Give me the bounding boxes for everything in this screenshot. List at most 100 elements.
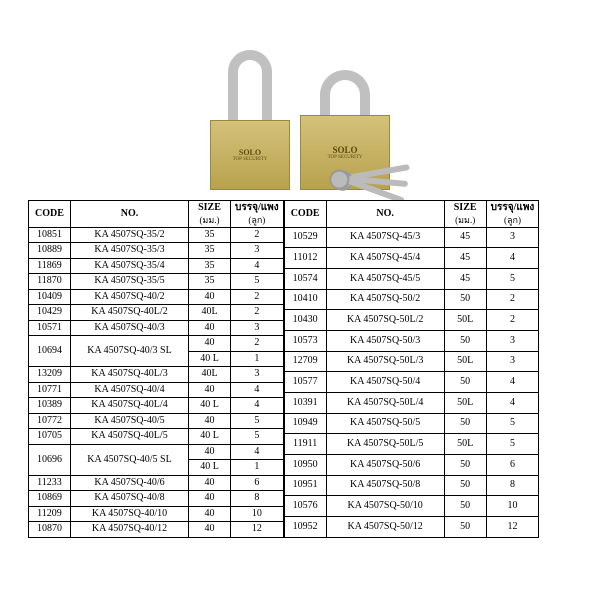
- cell-code: 11869: [29, 258, 71, 274]
- cell-no: KA 4507SQ-50L/5: [326, 434, 444, 455]
- cell-pack: 2: [231, 336, 284, 352]
- cell-code: 10571: [29, 320, 71, 336]
- cell-size: 40 L: [189, 351, 231, 367]
- cell-code: 10951: [284, 475, 326, 496]
- cell-no: KA 4507SQ-50/3: [326, 331, 444, 352]
- cell-no: KA 4507SQ-40/8: [71, 491, 189, 507]
- table-row: 11911KA 4507SQ-50L/550L5: [284, 434, 539, 455]
- cell-size: 40: [189, 522, 231, 538]
- cell-no: KA 4507SQ-35/5: [71, 274, 189, 290]
- cell-size: 40: [189, 444, 231, 460]
- col-no: NO.: [71, 201, 189, 228]
- cell-no: KA 4507SQ-50L/2: [326, 310, 444, 331]
- cell-no: KA 4507SQ-50/8: [326, 475, 444, 496]
- brand-label: SOLO: [239, 148, 261, 157]
- cell-code: 10705: [29, 429, 71, 445]
- cell-size: 45: [444, 248, 486, 269]
- cell-pack: 1: [231, 351, 284, 367]
- cell-pack: 2: [231, 227, 284, 243]
- table-row: 10952KA 4507SQ-50/125012: [284, 516, 539, 537]
- cell-code: 11209: [29, 506, 71, 522]
- table-row: 10771KA 4507SQ-40/4404: [29, 382, 284, 398]
- cell-code: 10851: [29, 227, 71, 243]
- spec-tables: CODE NO. SIZE (มม.) บรรจุ/แพง (ลูก) 1085…: [28, 200, 572, 538]
- cell-no: KA 4507SQ-50/10: [326, 496, 444, 517]
- cell-size: 40 L: [189, 429, 231, 445]
- cell-code: 10949: [284, 413, 326, 434]
- cell-code: 10952: [284, 516, 326, 537]
- cell-size: 50: [444, 331, 486, 352]
- table-row: 10410KA 4507SQ-50/2502: [284, 289, 539, 310]
- cell-size: 50: [444, 516, 486, 537]
- table-row: 10772KA 4507SQ-40/5405: [29, 413, 284, 429]
- table-row: 10889KA 4507SQ-35/3353: [29, 243, 284, 259]
- col-pack-unit: (ลูก): [491, 215, 535, 226]
- table-row: 10577KA 4507SQ-50/4504: [284, 372, 539, 393]
- cell-size: 50: [444, 413, 486, 434]
- cell-size: 40: [189, 475, 231, 491]
- cell-no: KA 4507SQ-50/12: [326, 516, 444, 537]
- cell-size: 50L: [444, 351, 486, 372]
- cell-size: 50: [444, 475, 486, 496]
- cell-no: KA 4507SQ-50/6: [326, 454, 444, 475]
- cell-code: 10429: [29, 305, 71, 321]
- padlock-tall: SOLO TOP SECURITY: [210, 50, 290, 190]
- cell-size: 40: [189, 289, 231, 305]
- table-row: 11012KA 4507SQ-45/4454: [284, 248, 539, 269]
- cell-size: 50: [444, 289, 486, 310]
- col-pack: บรรจุ/แพง (ลูก): [486, 201, 539, 228]
- cell-pack: 8: [486, 475, 539, 496]
- cell-no: KA 4507SQ-45/4: [326, 248, 444, 269]
- cell-pack: 2: [486, 289, 539, 310]
- cell-no: KA 4507SQ-40/3 SL: [71, 336, 189, 367]
- table-row: 10950KA 4507SQ-50/6506: [284, 454, 539, 475]
- cell-code: 10694: [29, 336, 71, 367]
- cell-code: 10577: [284, 372, 326, 393]
- cell-no: KA 4507SQ-40/6: [71, 475, 189, 491]
- cell-pack: 4: [231, 444, 284, 460]
- cell-pack: 6: [231, 475, 284, 491]
- cell-pack: 4: [231, 382, 284, 398]
- table-row: 11209KA 4507SQ-40/104010: [29, 506, 284, 522]
- col-size-unit: (มม.): [193, 215, 226, 226]
- table-row: 10409KA 4507SQ-40/2402: [29, 289, 284, 305]
- table-row: 10869KA 4507SQ-40/8408: [29, 491, 284, 507]
- cell-code: 10772: [29, 413, 71, 429]
- cell-size: 50L: [444, 393, 486, 414]
- cell-pack: 5: [486, 413, 539, 434]
- cell-size: 40L: [189, 305, 231, 321]
- cell-no: KA 4507SQ-50/4: [326, 372, 444, 393]
- col-size-label: SIZE: [449, 202, 482, 215]
- cell-size: 35: [189, 227, 231, 243]
- page: SOLO TOP SECURITY SOLO TOP SECURITY CODE…: [0, 0, 600, 600]
- cell-no: KA 4507SQ-45/5: [326, 269, 444, 290]
- padlock-short: SOLO TOP SECURITY: [300, 70, 390, 190]
- table-row: 13209KA 4507SQ-40L/340L3: [29, 367, 284, 383]
- cell-no: KA 4507SQ-50/5: [326, 413, 444, 434]
- table-header: CODE NO. SIZE (มม.) บรรจุ/แพง (ลูก): [29, 201, 284, 228]
- table-row: 10429KA 4507SQ-40L/240L2: [29, 305, 284, 321]
- cell-code: 12709: [284, 351, 326, 372]
- cell-no: KA 4507SQ-40/5: [71, 413, 189, 429]
- col-pack: บรรจุ/แพง (ลูก): [231, 201, 284, 228]
- col-no: NO.: [326, 201, 444, 228]
- cell-code: 10573: [284, 331, 326, 352]
- cell-code: 11233: [29, 475, 71, 491]
- cell-size: 40: [189, 491, 231, 507]
- cell-no: KA 4507SQ-40/5 SL: [71, 444, 189, 475]
- col-code: CODE: [284, 201, 326, 228]
- table-row: 10571KA 4507SQ-40/3403: [29, 320, 284, 336]
- cell-code: 11870: [29, 274, 71, 290]
- cell-size: 35: [189, 274, 231, 290]
- table-row: 10951KA 4507SQ-50/8508: [284, 475, 539, 496]
- cell-size: 40L: [189, 367, 231, 383]
- cell-pack: 3: [231, 320, 284, 336]
- cell-size: 50: [444, 454, 486, 475]
- cell-pack: 4: [486, 372, 539, 393]
- table-row: 10851KA 4507SQ-35/2352: [29, 227, 284, 243]
- cell-pack: 5: [486, 269, 539, 290]
- cell-pack: 3: [486, 227, 539, 248]
- cell-pack: 5: [231, 429, 284, 445]
- cell-code: 10430: [284, 310, 326, 331]
- table-row: 10576KA 4507SQ-50/105010: [284, 496, 539, 517]
